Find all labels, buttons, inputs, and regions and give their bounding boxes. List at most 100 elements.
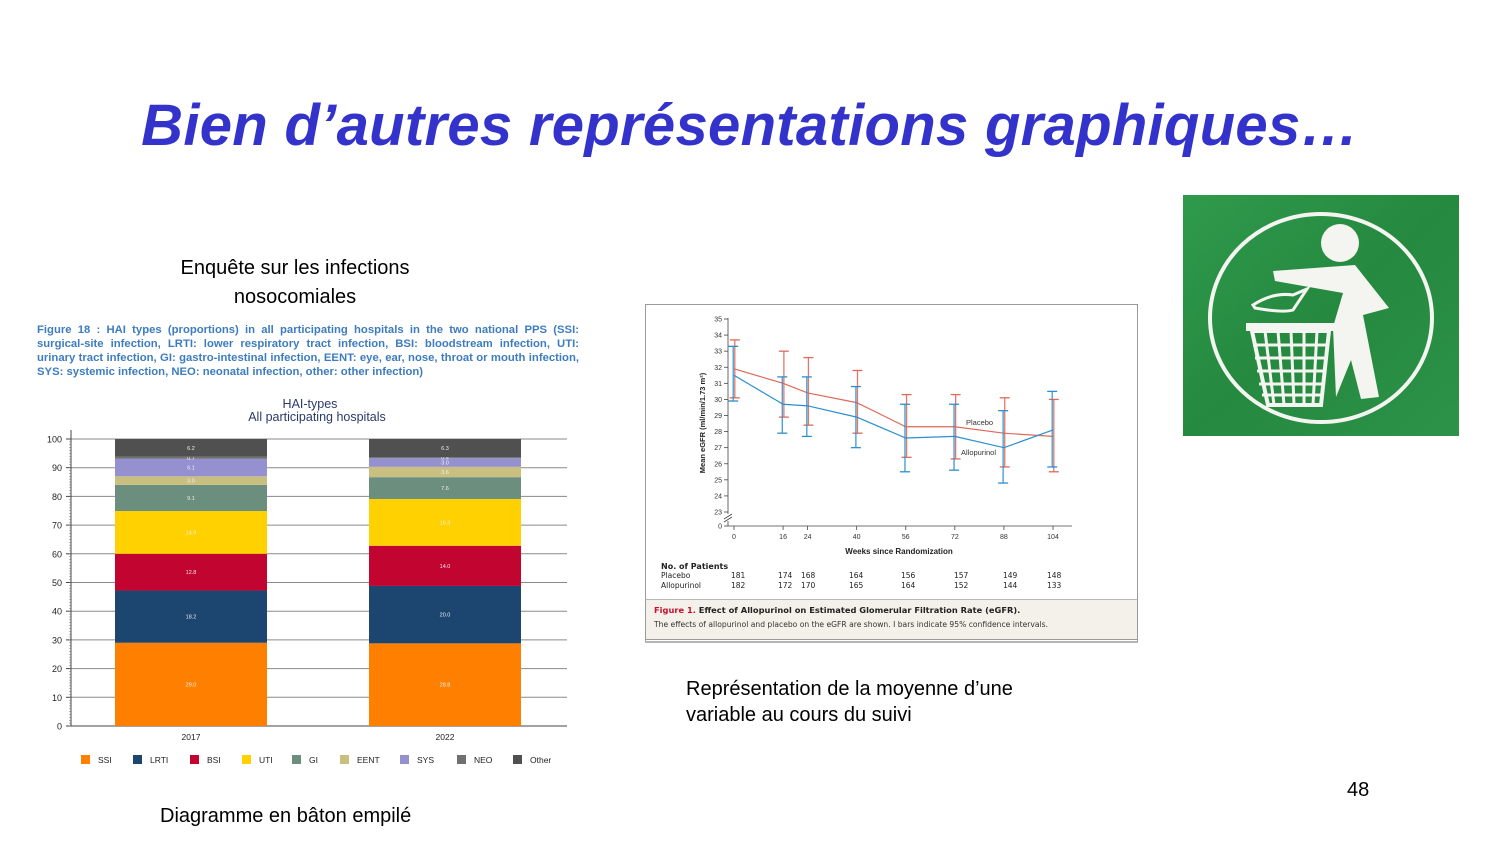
x-tick-label: 16 [779,534,787,541]
x-tick-label: 72 [951,534,959,541]
y-tick-label: 27 [714,445,722,452]
y-tick-label: 10 [52,693,62,703]
nejm-figure-caption: Figure 1. Effect of Allopurinol on Estim… [645,599,1138,640]
bar-segment-neo [369,457,521,459]
legend-label: Other [530,755,551,765]
bar-segment-lrti [115,590,267,643]
x-tick-label: 2022 [436,732,455,742]
patients-count: 148 [1047,571,1062,580]
legend-swatch [400,755,409,764]
line-chart-series [728,339,1059,484]
bar-value-label: 6.3 [441,446,449,452]
y-tick-label: 0 [57,722,62,732]
y-tick-label: 40 [52,607,62,617]
y-tick-label: 30 [52,635,62,645]
y-tick-label: 80 [52,492,62,502]
series-allopurinol [728,345,1058,484]
y-tick-label: 28 [714,429,722,436]
legend-label: SSI [98,755,112,765]
bar-chart-bars: 29.0 18.2 12.8 14.9 9.1 3.0 6.1 0.7 6.2 28.8 20.0 1… [115,439,521,726]
bar-chart-legend: SSI LRTI BSI UTI GI EENT SYS NEO Other [81,755,551,765]
patients-count: 157 [954,571,969,580]
y-tick-label: 100 [47,435,62,445]
line-chart-x-axis: 0 16 24 40 56 72 88 104 [728,525,1072,541]
patients-count: 181 [731,571,746,580]
legend-item-lrti: LRTI [133,755,168,765]
bar-segment-eent [369,466,521,478]
y-tick-label: 25 [714,477,722,484]
line-chart: 0 23 24 25 26 27 28 29 30 31 32 33 34 35 0 16 24 40 56 72 8… [698,317,1072,556]
bar-value-label: 12.8 [186,570,197,576]
patients-count: 182 [731,581,746,590]
legend-label: EENT [357,755,380,765]
bar-segment-lrti [369,585,521,644]
legend-label: GI [309,755,318,765]
legend-swatch [513,755,522,764]
caption-left: Enquête sur les infections nosocomiales [140,254,450,312]
patients-count: 172 [778,581,793,590]
bar-chart-subtitle: All participating hospitals [248,410,386,424]
y-tick-label: 31 [714,381,722,388]
bar-value-label: 6.1 [187,466,195,472]
bar-value-label: 16.3 [440,520,451,526]
patients-row-label: Allopurinol [661,581,701,590]
bar-segment-gi [369,477,521,499]
legend-item-sys: SYS [400,755,434,765]
x-tick-label: 40 [853,534,861,541]
bar-value-label: 29.0 [186,682,197,688]
bar-value-label: 28.8 [440,683,451,689]
x-tick-label: 24 [804,534,812,541]
caption-left-line1: Enquête sur les infections [180,257,410,279]
legend-swatch [133,755,142,764]
legend-item-gi: GI [292,755,318,765]
y-tick-label: 20 [52,664,62,674]
caption-right: Représentation de la moyenne d’une varia… [686,676,1106,728]
legend-item-bsi: BSI [190,755,221,765]
x-tick-label: 104 [1047,534,1059,541]
patients-header: No. of Patients [661,562,729,571]
bar-segment-other [115,439,267,457]
stacked-bar-chart: HAI-types All participating hospitals 0 1… [40,395,567,775]
nejm-caption-text: The effects of allopurinol and placebo o… [654,620,1049,629]
legend-label: LRTI [150,755,168,765]
nejm-caption-label: Figure 1. [654,605,696,615]
legend-label: SYS [417,755,434,765]
bar-value-label: 0.7 [187,456,195,462]
patients-count: 133 [1047,581,1062,590]
nejm-caption-title: Effect of Allopurinol on Estimated Glome… [698,605,1021,615]
y-tick-label: 50 [52,578,62,588]
page-number: 48 [1347,779,1370,801]
patients-count: 168 [801,571,816,580]
y-tick-label: 0 [718,524,722,531]
line-chart-ylabel: Mean eGFR (ml/min/1.73 m²) [698,372,707,473]
patients-row-placebo: Placebo 181 174 168 164 156 157 149 148 [661,571,1081,581]
bar-value-label: 18.2 [186,615,197,621]
line-allopurinol [733,374,1054,449]
bar-segment-sys [115,458,267,477]
caption-right-line1: Représentation de la moyenne d’une [686,678,1013,700]
y-tick-label: 35 [714,317,722,324]
patients-count: 144 [1003,581,1018,590]
legend-item-uti: UTI [242,755,273,765]
legend-swatch [340,755,349,764]
legend-item-eent: EENT [340,755,380,765]
bar-segment-ssi [369,643,521,726]
bar-2017: 29.0 18.2 12.8 14.9 9.1 3.0 6.1 0.7 6.2 [115,439,267,726]
bar-segment-uti [115,511,267,554]
patients-count: 170 [801,581,816,590]
bar-segment-neo [115,456,267,459]
bar-segment-other [369,439,521,458]
bar-value-label: 6.2 [187,446,195,452]
litter-bin-pictogram-icon [1183,195,1459,436]
bar-chart-title: HAI-types [283,397,338,411]
y-tick-label: 32 [714,365,722,372]
y-tick-label: 23 [714,510,722,517]
line-chart-frame: 0 23 24 25 26 27 28 29 30 31 32 33 34 35 0 16 24 40 56 72 8… [645,304,1138,642]
legend-label: UTI [259,755,273,765]
bar-value-label: 3.0 [441,461,449,467]
caption-right-line2: variable au cours du suivi [686,704,912,726]
patients-count: 152 [954,581,969,590]
bar-value-label: 0.4 [441,456,449,462]
legend-swatch [190,755,199,764]
caption-bottom: Diagramme en bâton empilé [160,805,412,827]
